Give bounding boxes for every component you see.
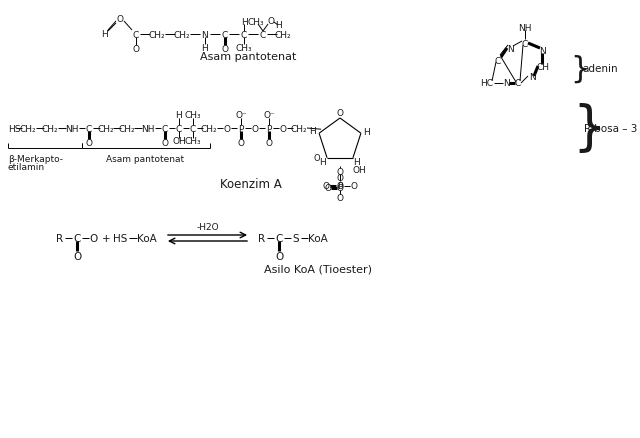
Text: N: N [539,46,545,55]
Text: CH₂: CH₂ [173,30,190,39]
Text: O: O [337,109,344,118]
Text: CH₃: CH₃ [236,43,252,53]
Text: O: O [337,184,344,193]
Text: }: } [570,54,589,83]
Text: H: H [353,158,360,167]
Text: CH₂: CH₂ [98,124,115,133]
Text: KoA: KoA [308,233,328,244]
Text: CH₂: CH₂ [118,124,135,133]
Text: C: C [190,124,196,133]
Text: S: S [292,233,300,244]
Text: Asam pantotenat: Asam pantotenat [200,52,296,62]
Text: Asam pantotenat: Asam pantotenat [106,154,184,163]
Text: C: C [522,39,528,48]
Text: C: C [74,233,81,244]
Text: R: R [56,233,63,244]
Text: C: C [176,124,182,133]
Text: OH: OH [172,137,186,146]
Text: CH₂: CH₂ [201,124,218,133]
Text: O: O [280,124,287,133]
Text: O: O [237,138,244,147]
Text: N: N [529,72,536,81]
Text: KoA: KoA [137,233,157,244]
Text: R: R [259,233,266,244]
Text: O: O [337,182,344,191]
Text: +: + [102,233,110,244]
Text: Ribosa – 3 fosfat: Ribosa – 3 fosfat [584,124,640,134]
Text: O: O [73,251,81,261]
Text: NH: NH [141,124,155,133]
Text: O: O [252,124,259,133]
Text: C: C [86,124,92,133]
Text: adenin: adenin [582,64,618,74]
Text: O: O [221,44,228,53]
Text: O: O [323,182,330,191]
Text: O: O [337,168,344,177]
Text: P: P [337,182,342,191]
Text: C: C [275,233,283,244]
Text: OH: OH [352,166,366,175]
Text: CH₂: CH₂ [291,124,307,133]
Text: O: O [223,124,230,133]
Text: }: } [572,103,605,155]
Text: H: H [308,127,316,135]
Text: O: O [266,138,273,147]
Text: H: H [175,111,182,120]
Text: C: C [162,124,168,133]
Text: P: P [238,124,244,133]
Text: NH: NH [65,124,79,133]
Text: O: O [337,194,344,203]
Text: H: H [319,158,326,167]
Text: O: O [275,251,283,261]
Text: P: P [266,124,272,133]
Text: CH: CH [536,62,550,71]
Text: β-Merkapto-: β-Merkapto- [8,154,63,163]
Text: -H2O: -H2O [196,222,219,231]
Text: O: O [116,14,124,24]
Text: HC: HC [481,79,493,88]
Text: C: C [222,30,228,39]
Text: O⁻: O⁻ [235,111,247,120]
Text: CH₂: CH₂ [20,124,36,133]
Text: HS: HS [113,233,127,244]
Text: H: H [364,127,371,136]
Text: Asilo KoA (Tioester): Asilo KoA (Tioester) [264,263,372,273]
Text: CH₂: CH₂ [42,124,58,133]
Text: HS: HS [8,124,20,133]
Text: etilamin: etilamin [8,163,45,172]
Text: O: O [314,154,321,163]
Text: H: H [275,21,282,29]
Text: O: O [351,182,358,191]
Text: NH: NH [518,24,532,32]
Text: O: O [86,138,93,147]
Text: CH₂: CH₂ [148,30,165,39]
Text: H: H [241,18,248,26]
Text: O: O [161,138,168,147]
Text: N: N [502,79,509,88]
Text: CH₃: CH₃ [185,137,202,146]
Text: N: N [202,30,209,39]
Text: N: N [507,44,513,53]
Text: O: O [132,44,140,53]
Text: O: O [268,17,275,25]
Text: C: C [495,57,501,65]
Text: C: C [133,30,139,39]
Text: C: C [241,30,247,39]
Text: C: C [515,79,521,88]
Text: Koenzim A: Koenzim A [220,177,282,190]
Text: C: C [260,30,266,39]
Text: O: O [337,174,344,183]
Text: H: H [202,43,209,53]
Text: O⁻: O⁻ [263,111,275,120]
Text: CH₃: CH₃ [185,111,202,120]
Text: H: H [102,29,108,39]
Text: CH₃: CH₃ [248,18,264,26]
Text: O: O [324,184,332,193]
Text: CH₂: CH₂ [275,30,291,39]
Text: O: O [90,233,98,244]
